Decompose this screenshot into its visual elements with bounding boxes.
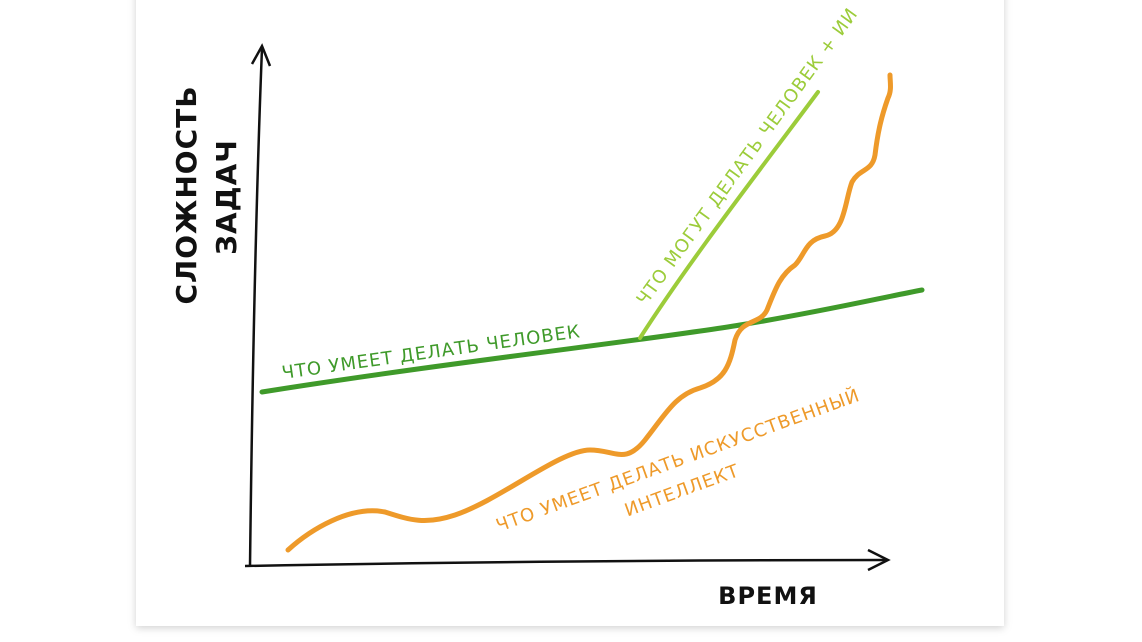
human-ai-curve (638, 90, 820, 340)
x-axis-title: ВРЕМЯ (718, 582, 818, 610)
y-axis-title: СЛОЖНОСТЬ (170, 85, 203, 304)
y-axis-title: ЗАДАЧ (210, 139, 243, 255)
card (136, 0, 1004, 626)
y-axis-arrow (250, 43, 272, 67)
human-curve (259, 287, 925, 395)
x-axis-arrow (867, 548, 891, 572)
ai-curve (285, 72, 893, 553)
y-axis (248, 47, 264, 567)
x-axis (244, 558, 889, 568)
